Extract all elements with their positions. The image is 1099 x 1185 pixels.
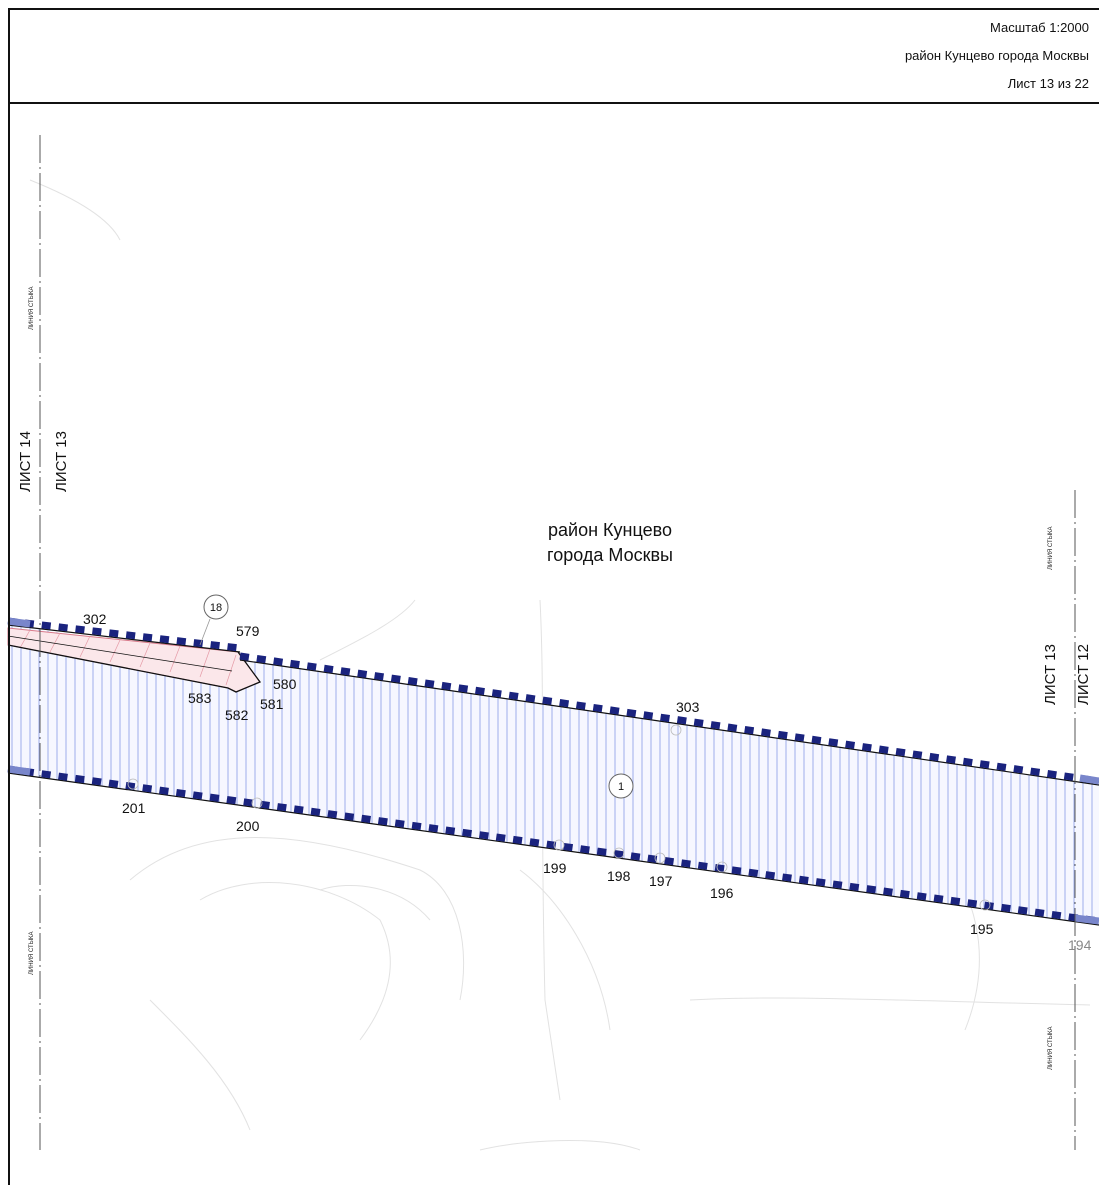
- zone-marker-1: 1: [608, 773, 634, 799]
- point-195: 195: [970, 921, 994, 937]
- zone-1-boundary: [7, 617, 1099, 926]
- sheet-label-right-outer: ЛИСТ 12: [1075, 644, 1092, 705]
- point-196: 196: [710, 885, 734, 901]
- sheet-label-right-inner: ЛИСТ 13: [1042, 644, 1059, 705]
- point-580: 580: [273, 676, 297, 692]
- seam-label-left-top: ЛИНИЯ СТЫКА: [29, 286, 35, 330]
- point-200: 200: [236, 818, 260, 834]
- zone-marker-18-label: 18: [210, 602, 222, 614]
- seam-label-group: ЛИНИЯ СТЫКА ЛИНИЯ СТЫКА ЛИНИЯ СТЫКА ЛИНИ…: [29, 286, 1054, 1070]
- point-582: 582: [225, 707, 249, 723]
- frame-left-border: [8, 104, 10, 1185]
- point-labels: 302 579 580 581 582 583 303 201 200 199 …: [83, 611, 1092, 953]
- point-303: 303: [676, 699, 700, 715]
- seam-label-right-bottom: ЛИНИЯ СТЫКА: [1048, 1026, 1054, 1070]
- district-label-line2: города Москвы: [547, 545, 673, 565]
- scale-label: Масштаб 1:2000: [990, 20, 1089, 35]
- sheet-label-left-inner: ЛИСТ 13: [53, 431, 70, 492]
- district-title: район Кунцево города Москвы: [904, 48, 1089, 63]
- sheet-label-left-outer: ЛИСТ 14: [17, 431, 34, 492]
- district-label-line1: район Кунцево: [548, 520, 672, 540]
- zone-marker-18: 18: [199, 594, 229, 646]
- point-583: 583: [188, 690, 212, 706]
- point-201: 201: [122, 800, 146, 816]
- boundary-point-markers: [127, 724, 991, 911]
- seam-label-right-top: ЛИНИЯ СТЫКА: [1048, 526, 1054, 570]
- seam-lines: [39, 135, 1076, 1150]
- point-198: 198: [607, 868, 631, 884]
- sheet-label-group: ЛИСТ 14 ЛИСТ 13 ЛИСТ 13 ЛИСТ 12: [17, 431, 1092, 705]
- point-194: 194: [1068, 937, 1092, 953]
- point-197: 197: [649, 873, 673, 889]
- title-block: Масштаб 1:2000 район Кунцево города Моск…: [8, 8, 1099, 104]
- point-302: 302: [83, 611, 107, 627]
- point-199: 199: [543, 860, 567, 876]
- sheet-number: Лист 13 из 22: [1007, 76, 1089, 91]
- point-579: 579: [236, 623, 260, 639]
- seam-label-left-bottom: ЛИНИЯ СТЫКА: [29, 931, 35, 975]
- zone-marker-1-label: 1: [618, 781, 624, 793]
- point-581: 581: [260, 696, 284, 712]
